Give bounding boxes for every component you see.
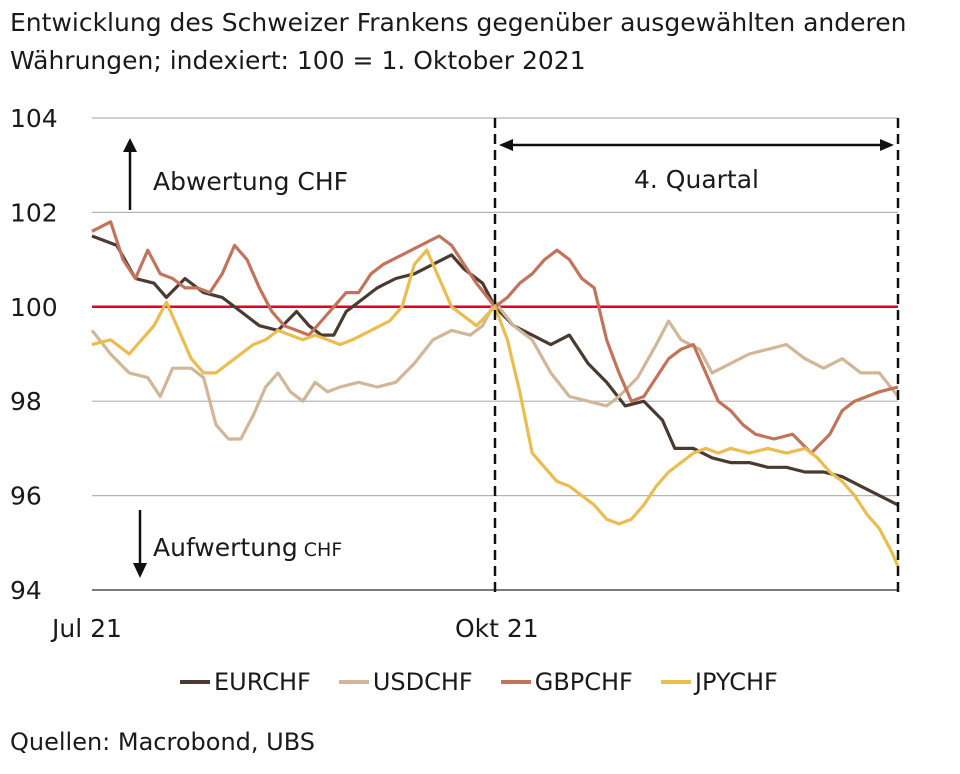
source-note: Quellen: Macrobond, UBS <box>10 728 315 756</box>
legend-label-gbpchf: GBPCHF <box>534 668 633 696</box>
legend-item-usdchf: USDCHF <box>338 668 473 696</box>
x-axis: Jul 21 Okt 21 <box>50 614 539 643</box>
y-tick-label-98: 98 <box>10 387 42 416</box>
up-arrow-head-icon <box>123 138 137 152</box>
legend-swatch-gbpchf <box>500 680 531 684</box>
quarter-arrow-left-icon <box>499 139 513 151</box>
x-tick-label-0: Jul 21 <box>50 614 122 643</box>
quarter-arrow-right-icon <box>880 139 894 151</box>
x-tick-label-1: Okt 21 <box>455 614 539 643</box>
y-tick-label-100: 100 <box>10 293 58 322</box>
chart-title: Entwicklung des Schweizer Frankens gegen… <box>10 4 906 80</box>
annotation-aufwertung-chf: CHF <box>304 539 342 561</box>
legend-label-usdchf: USDCHF <box>372 668 473 696</box>
down-arrow-head-icon <box>133 563 147 578</box>
y-tick-label-102: 102 <box>10 198 58 227</box>
y-axis: 104 102 100 98 96 94 <box>10 104 58 605</box>
series-line-eurchf <box>91 234 899 507</box>
quarter-label: 4. Quartal <box>634 165 759 194</box>
y-tick-label-96: 96 <box>10 482 42 511</box>
annotation-abwertung: Abwertung CHF <box>153 167 348 196</box>
annotation-aufwertung: Aufwertung CHF <box>153 533 342 562</box>
legend-item-eurchf: EURCHF <box>180 668 311 696</box>
annotation-aufwertung-main: Aufwertung <box>153 533 298 562</box>
series-line-jpychf <box>91 248 900 568</box>
legend-swatch-jpychf <box>660 680 691 684</box>
legend-swatch-usdchf <box>338 680 369 684</box>
title-line-1: Entwicklung des Schweizer Frankens gegen… <box>10 8 907 37</box>
legend-label-eurchf: EURCHF <box>214 668 311 696</box>
legend-swatch-eurchf <box>180 680 210 684</box>
y-tick-label-104: 104 <box>10 104 58 133</box>
series-line-usdchf <box>90 300 900 441</box>
y-tick-label-94: 94 <box>10 576 42 605</box>
quarter-marker: 4. Quartal <box>493 118 900 596</box>
series-lines <box>90 220 900 568</box>
legend-label-jpychf: JPYCHF <box>694 668 778 696</box>
legend: EURCHF USDCHF GBPCHF JPYCHF <box>180 668 806 696</box>
title-line-2: Währungen; indexiert: 100 = 1. Oktober 2… <box>10 46 586 75</box>
legend-item-gbpchf: GBPCHF <box>500 668 633 696</box>
annotations: Abwertung CHF Aufwertung CHF <box>123 138 348 578</box>
legend-item-jpychf: JPYCHF <box>660 668 778 696</box>
